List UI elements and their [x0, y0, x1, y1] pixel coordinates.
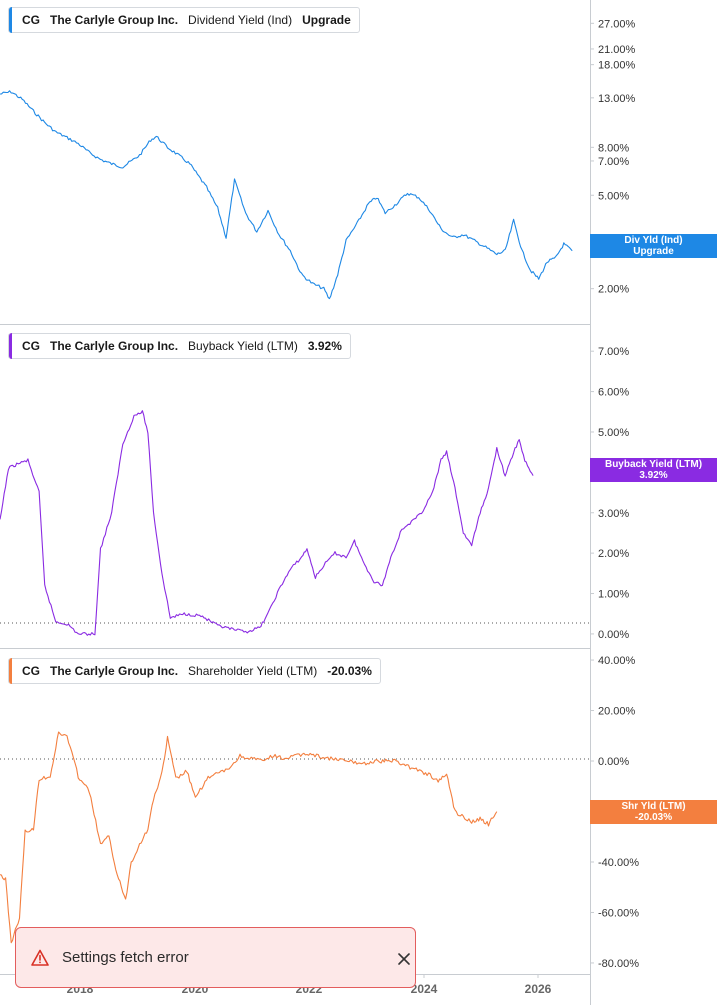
legend-color-stripe — [9, 333, 12, 359]
y-tick-label: 1.00% — [598, 589, 629, 601]
legend-dividend-yield: CG The Carlyle Group Inc. Dividend Yield… — [8, 7, 360, 33]
legend-ticker[interactable]: CG — [22, 13, 40, 27]
legend-value: -20.03% — [327, 664, 372, 678]
legend-company: The Carlyle Group Inc. — [50, 664, 179, 678]
legend-shareholder-yield: CG The Carlyle Group Inc. Shareholder Yi… — [8, 658, 381, 684]
close-icon[interactable] — [394, 949, 414, 969]
y-tick-label: 7.00% — [598, 346, 629, 358]
legend-value[interactable]: Upgrade — [302, 13, 351, 27]
x-tick-label: 2026 — [525, 982, 552, 996]
toast-message: Settings fetch error — [62, 949, 189, 966]
y-tick-label: 20.00% — [598, 706, 636, 718]
y-tick-label: 2.00% — [598, 284, 629, 296]
y-tick-label: 5.00% — [598, 427, 629, 439]
y-tick-label: 6.00% — [598, 387, 629, 399]
y-tick-label: -80.00% — [598, 958, 639, 970]
y-tick-label: -40.00% — [598, 857, 639, 869]
y-tick-label: 13.00% — [598, 93, 636, 105]
y-tick-label: 5.00% — [598, 190, 629, 202]
legend-color-stripe — [9, 658, 12, 684]
legend-metric: Shareholder Yield (LTM) — [188, 664, 318, 678]
legend-company: The Carlyle Group Inc. — [50, 339, 179, 353]
series-line-buyback-yield[interactable] — [0, 410, 534, 636]
x-tick-label: 2024 — [411, 982, 438, 996]
legend-ticker[interactable]: CG — [22, 664, 40, 678]
y-tick-label: 0.00% — [598, 756, 629, 768]
warning-icon — [31, 949, 49, 966]
y-tick-label: 18.00% — [598, 60, 636, 72]
y-tick-label: 21.00% — [598, 44, 636, 56]
y-tick-label: 2.00% — [598, 548, 629, 560]
y-tick-label: 27.00% — [598, 18, 636, 30]
callout-value: -20.03% — [634, 812, 673, 823]
y-tick-label: 40.00% — [598, 655, 636, 667]
callout-value[interactable]: Upgrade — [633, 246, 674, 257]
callout-shareholder-yield: Shr Yld (LTM) -20.03% — [590, 800, 717, 824]
legend-value: 3.92% — [307, 339, 342, 353]
legend-color-stripe — [9, 7, 12, 33]
callout-buyback-yield: Buyback Yield (LTM) 3.92% — [590, 458, 717, 482]
y-tick-label: -60.00% — [598, 907, 639, 919]
legend-company: The Carlyle Group Inc. — [50, 13, 179, 27]
callout-dividend-yield: Div Yld (Ind) Upgrade — [590, 234, 717, 258]
callout-label: Div Yld (Ind) — [624, 235, 683, 246]
y-tick-label: 7.00% — [598, 156, 629, 168]
y-tick-label: 0.00% — [598, 629, 629, 641]
series-line-shareholder-yield[interactable] — [0, 731, 498, 944]
callout-label: Shr Yld (LTM) — [621, 801, 686, 812]
legend-metric: Dividend Yield (Ind) — [188, 13, 293, 27]
legend-metric: Buyback Yield (LTM) — [188, 339, 298, 353]
y-tick-label: 8.00% — [598, 142, 629, 154]
callout-label: Buyback Yield (LTM) — [604, 459, 703, 470]
y-tick-label: 3.00% — [598, 508, 629, 520]
error-toast: Settings fetch error — [15, 927, 416, 988]
callout-value: 3.92% — [639, 470, 668, 481]
legend-buyback-yield: CG The Carlyle Group Inc. Buyback Yield … — [8, 333, 351, 359]
legend-ticker[interactable]: CG — [22, 339, 40, 353]
series-line-dividend-yield[interactable] — [0, 90, 573, 300]
